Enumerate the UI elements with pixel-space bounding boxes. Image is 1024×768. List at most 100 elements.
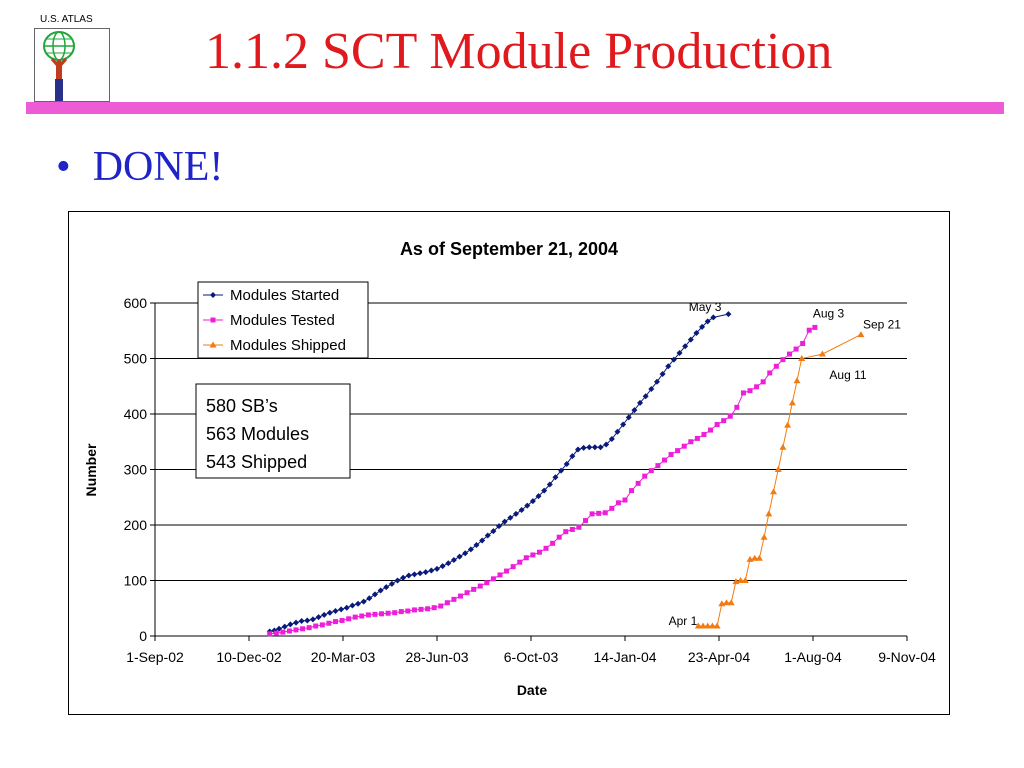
modules-tested-point bbox=[760, 379, 766, 385]
modules-tested-point bbox=[267, 631, 273, 637]
modules-tested-point bbox=[385, 610, 391, 616]
modules-started-point bbox=[496, 523, 503, 530]
modules-started-point bbox=[631, 407, 638, 414]
modules-started-point bbox=[693, 329, 700, 336]
modules-tested-point bbox=[471, 586, 477, 592]
modules-shipped-point bbox=[770, 488, 778, 495]
modules-tested-point bbox=[392, 610, 398, 616]
modules-started-point bbox=[524, 502, 531, 509]
modules-started-point bbox=[546, 481, 553, 488]
modules-tested-point bbox=[602, 510, 608, 516]
modules-started-point bbox=[699, 323, 706, 330]
modules-started-point bbox=[642, 393, 649, 400]
modules-tested-point bbox=[694, 435, 700, 441]
modules-tested-legend-marker bbox=[210, 317, 216, 323]
modules-started-point bbox=[552, 474, 559, 481]
modules-tested-point bbox=[563, 529, 569, 535]
y-tick-label: 0 bbox=[139, 628, 147, 644]
modules-started-point bbox=[360, 598, 367, 605]
legend-entry: Modules Shipped bbox=[230, 337, 346, 354]
modules-shipped-point bbox=[713, 622, 721, 629]
chart-title: As of September 21, 2004 bbox=[400, 239, 618, 259]
modules-tested-point bbox=[444, 600, 450, 606]
modules-tested-point bbox=[490, 576, 496, 582]
modules-tested-point bbox=[576, 524, 582, 530]
modules-started-point bbox=[445, 560, 452, 567]
modules-started-point bbox=[704, 318, 711, 325]
modules-tested-point bbox=[484, 580, 490, 586]
modules-tested-point bbox=[517, 559, 523, 565]
modules-tested-point bbox=[477, 583, 483, 589]
modules-tested-line bbox=[269, 326, 816, 635]
modules-started-point bbox=[276, 625, 283, 632]
modules-started-point bbox=[665, 363, 672, 370]
modules-tested-point bbox=[708, 427, 714, 433]
annotation-label: Aug 3 bbox=[813, 306, 845, 320]
x-tick-label: 9-Nov-04 bbox=[878, 649, 936, 665]
chart-legend: Modules Started Modules Tested Modules Shi… bbox=[197, 281, 369, 359]
modules-started-point bbox=[411, 571, 418, 578]
x-tick-label: 10-Dec-02 bbox=[216, 649, 282, 665]
modules-started-point bbox=[371, 591, 378, 598]
logo-label: U.S. ATLAS bbox=[40, 14, 93, 25]
modules-tested-point bbox=[451, 596, 457, 602]
modules-tested-point bbox=[319, 622, 325, 628]
modules-tested-point bbox=[583, 518, 589, 524]
modules-started-point bbox=[417, 570, 424, 577]
modules-tested-point bbox=[536, 549, 542, 555]
x-tick-label: 1-Aug-04 bbox=[784, 649, 842, 665]
modules-started-point bbox=[298, 618, 305, 625]
modules-started-point bbox=[501, 518, 508, 525]
modules-started-point bbox=[676, 349, 683, 356]
modules-tested-point bbox=[675, 448, 681, 454]
modules-shipped-point bbox=[857, 331, 865, 338]
modules-tested-point bbox=[293, 627, 299, 633]
modules-shipped-point bbox=[723, 599, 731, 606]
modules-started-point bbox=[343, 604, 350, 611]
modules-tested-point bbox=[352, 614, 358, 620]
modules-tested-point bbox=[773, 363, 779, 369]
modules-tested-point bbox=[273, 630, 279, 636]
modules-tested-point bbox=[734, 404, 740, 410]
modules-started-point bbox=[575, 446, 581, 453]
modules-tested-point bbox=[615, 500, 621, 506]
modules-shipped-point bbox=[708, 622, 716, 629]
modules-started-point bbox=[467, 546, 474, 553]
modules-started-point bbox=[321, 611, 328, 618]
modules-tested-point bbox=[523, 555, 529, 561]
modules-started-point bbox=[366, 595, 373, 602]
y-tick-label: 500 bbox=[124, 351, 148, 367]
atlas-globe-icon bbox=[43, 31, 75, 101]
modules-tested-point bbox=[504, 568, 510, 574]
modules-tested-point bbox=[425, 606, 431, 612]
modules-tested-point bbox=[668, 452, 674, 458]
modules-tested-point bbox=[379, 611, 385, 617]
modules-started-point bbox=[377, 587, 384, 594]
modules-started-point bbox=[591, 444, 598, 451]
modules-started-point bbox=[315, 614, 322, 621]
modules-tested-point bbox=[780, 357, 786, 363]
modules-tested-point bbox=[787, 351, 792, 357]
modules-tested-point bbox=[642, 473, 648, 479]
modules-started-point bbox=[710, 314, 717, 321]
x-tick-label: 28-Jun-03 bbox=[405, 649, 468, 665]
modules-shipped-point bbox=[737, 577, 745, 583]
y-tick-label: 100 bbox=[124, 573, 148, 589]
modules-tested-point bbox=[727, 413, 733, 419]
modules-tested-point bbox=[306, 625, 312, 631]
bullet-item: • DONE! bbox=[56, 143, 223, 191]
modules-tested-point bbox=[339, 617, 345, 623]
modules-started-point bbox=[535, 493, 542, 500]
modules-shipped-point bbox=[788, 399, 796, 406]
summary-line: 580 SB’s bbox=[206, 396, 278, 416]
modules-started-point bbox=[558, 467, 565, 474]
modules-started-point bbox=[338, 606, 345, 613]
modules-started-point bbox=[608, 435, 615, 442]
modules-started-point bbox=[456, 553, 463, 560]
y-tick-label: 200 bbox=[124, 517, 148, 533]
modules-shipped-point bbox=[779, 443, 787, 450]
legend-box bbox=[197, 281, 369, 359]
summary-box-border bbox=[195, 383, 351, 479]
modules-started-point bbox=[512, 510, 519, 517]
modules-shipped-point bbox=[774, 466, 782, 472]
